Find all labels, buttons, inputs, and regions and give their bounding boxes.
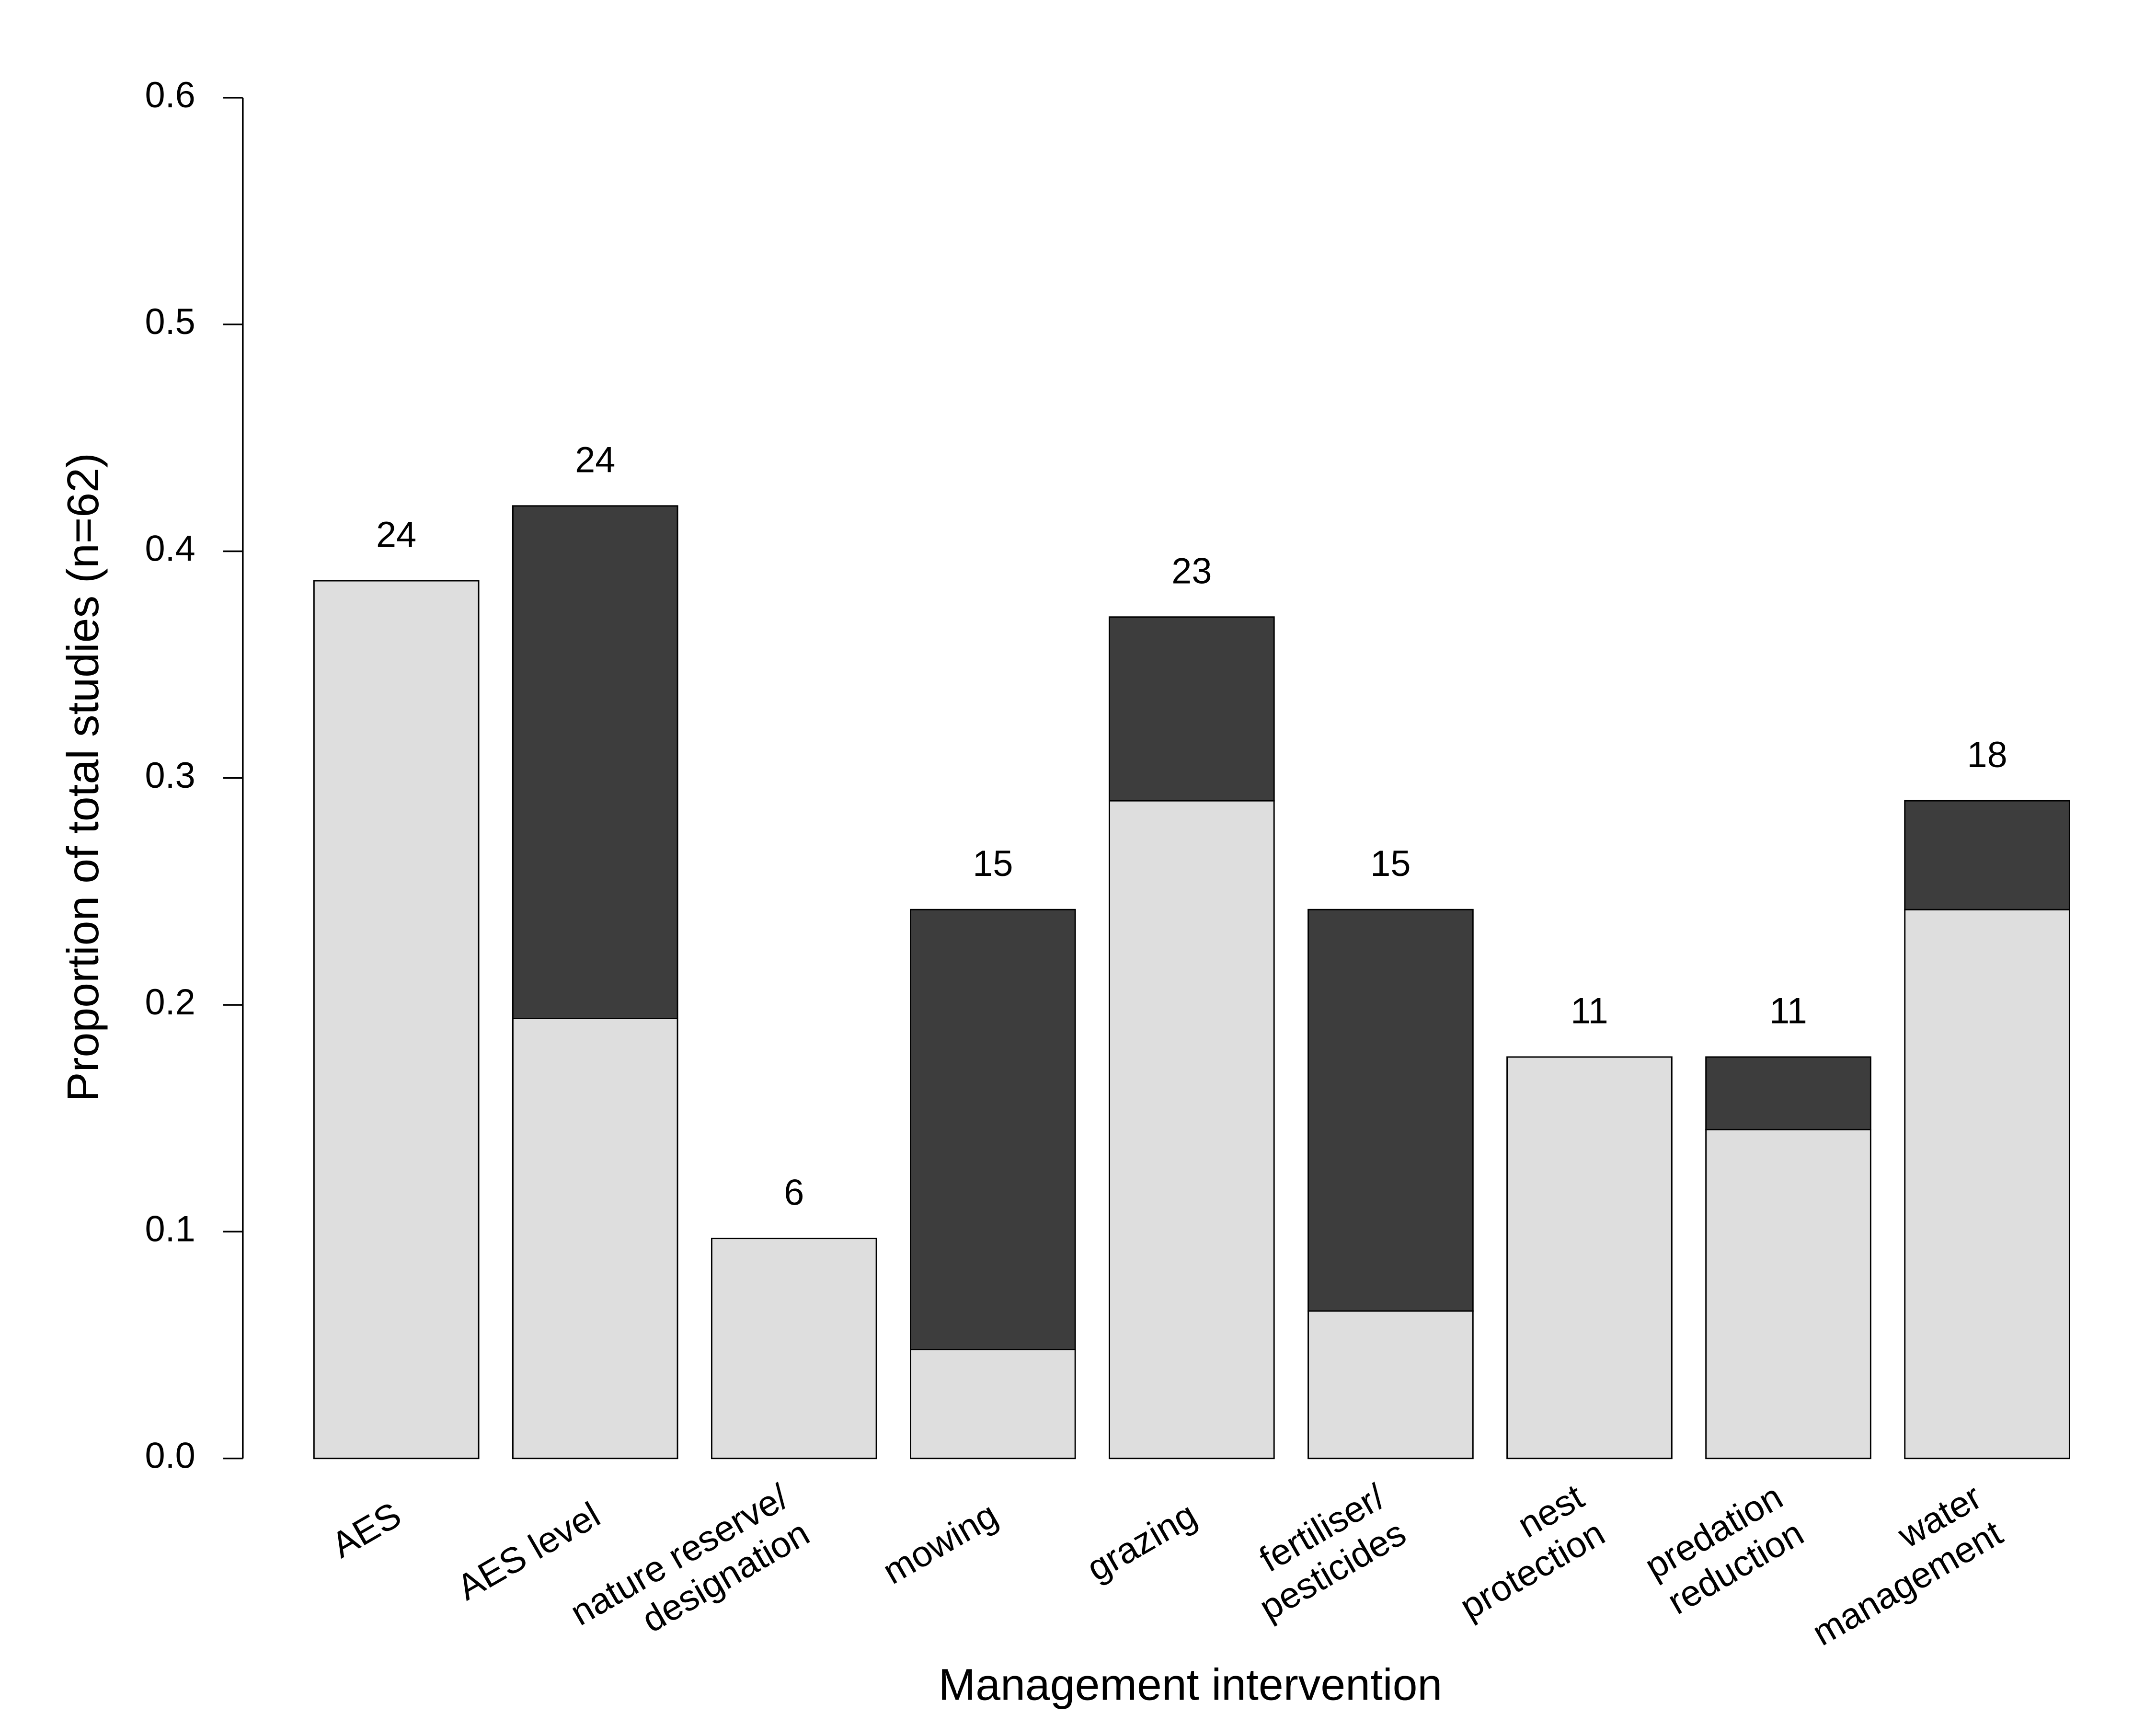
y-tick-label: 0.6 <box>145 75 195 115</box>
bar-segment <box>711 1238 877 1460</box>
y-tick-label: 0.2 <box>145 982 195 1023</box>
bar-segment <box>313 580 480 1460</box>
bar-segment <box>1904 908 2070 1460</box>
y-tick-label: 0.5 <box>145 301 195 342</box>
bar-segment <box>512 505 678 1019</box>
bar-segment <box>1307 908 1474 1312</box>
bar-segment <box>1506 1056 1673 1460</box>
bar-segment <box>1109 616 1275 802</box>
count-label: 24 <box>575 440 615 481</box>
bar-segment <box>1705 1128 1871 1460</box>
y-tick-label: 0.3 <box>145 755 195 796</box>
count-label: 11 <box>1571 991 1608 1032</box>
x-axis-title: Management intervention <box>939 1660 1443 1710</box>
y-tick-label: 0.0 <box>145 1436 195 1476</box>
count-label: 23 <box>1171 551 1212 591</box>
y-tick-label: 0.1 <box>145 1208 195 1249</box>
x-tick-label: AES <box>325 1495 408 1566</box>
count-label: 15 <box>1370 843 1411 884</box>
bar-segment <box>1705 1056 1871 1130</box>
bar-segment <box>1109 800 1275 1460</box>
y-tick-label: 0.4 <box>145 528 195 569</box>
count-label: 15 <box>973 843 1013 884</box>
y-axis-title: Proportion of total studies (n=62) <box>58 453 108 1102</box>
bar-segment <box>512 1018 678 1460</box>
count-label: 18 <box>1967 735 2007 775</box>
bar-segment <box>910 908 1076 1350</box>
x-tick-label: nature reserve/designation <box>563 1476 816 1640</box>
x-tick-label-line: mowing <box>876 1495 1004 1592</box>
bar-segment <box>1307 1310 1474 1460</box>
count-label: 6 <box>784 1172 804 1213</box>
x-tick-label: mowing <box>876 1495 1004 1592</box>
x-tick-label-line: grazing <box>1080 1495 1204 1589</box>
bar-segment <box>910 1349 1076 1460</box>
x-tick-label-line: AES <box>325 1495 408 1566</box>
x-tick-label: grazing <box>1080 1495 1204 1589</box>
x-tick-label: fertiliser/pesticides <box>1252 1476 1412 1628</box>
count-label: 11 <box>1769 991 1807 1032</box>
count-label: 24 <box>376 515 416 555</box>
bar-segment <box>1904 800 2070 910</box>
